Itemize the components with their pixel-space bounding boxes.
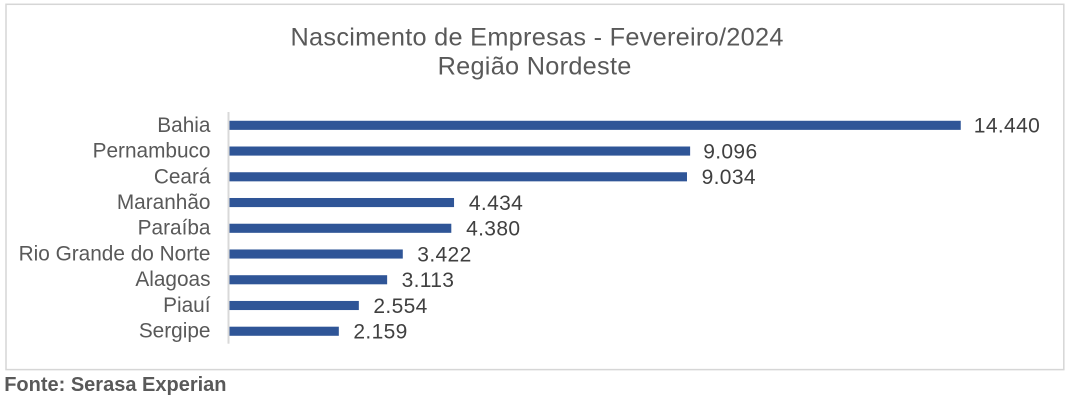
svg-text:14.440: 14.440 xyxy=(974,115,1040,138)
svg-text:9.096: 9.096 xyxy=(703,140,757,163)
svg-text:Região Nordeste: Região Nordeste xyxy=(438,53,632,81)
svg-text:Maranhão: Maranhão xyxy=(117,191,211,214)
svg-text:2.159: 2.159 xyxy=(353,320,407,343)
svg-text:Nascimento de Empresas - Fever: Nascimento de Empresas - Fevereiro/2024 xyxy=(291,23,784,51)
svg-text:4.380: 4.380 xyxy=(466,218,520,241)
svg-text:Pernambuco: Pernambuco xyxy=(93,140,211,163)
svg-text:Sergipe: Sergipe xyxy=(139,320,211,343)
svg-text:3.113: 3.113 xyxy=(402,269,455,292)
svg-text:3.422: 3.422 xyxy=(417,243,471,266)
svg-text:Piauí: Piauí xyxy=(163,294,211,317)
svg-text:Ceará: Ceará xyxy=(154,165,211,188)
svg-text:Alagoas: Alagoas xyxy=(135,268,210,291)
svg-text:9.034: 9.034 xyxy=(702,166,756,189)
svg-text:Rio Grande do Norte: Rio Grande do Norte xyxy=(19,242,211,265)
svg-text:Paraíba: Paraíba xyxy=(138,217,211,240)
svg-text:Fonte: Serasa Experian: Fonte: Serasa Experian xyxy=(4,374,226,396)
svg-text:Bahia: Bahia xyxy=(157,114,211,137)
svg-text:4.434: 4.434 xyxy=(469,192,523,215)
svg-text:2.554: 2.554 xyxy=(373,295,427,318)
